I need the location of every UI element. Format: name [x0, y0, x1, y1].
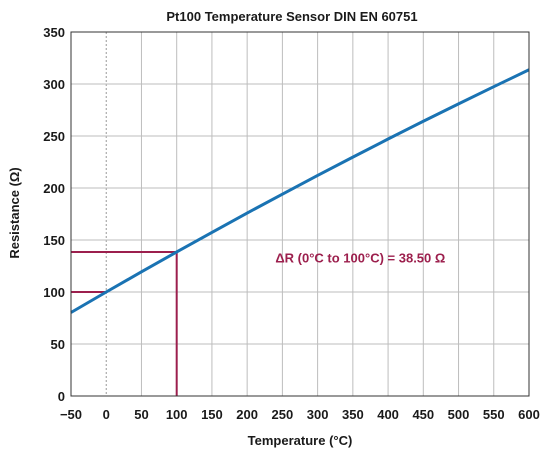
x-tick-label: 450	[412, 407, 434, 422]
x-tick-label: 250	[272, 407, 294, 422]
y-tick-labels: 0 50 100 150 200 250 300 350	[43, 25, 65, 404]
x-tick-labels: −50 0 50 100 150 200 250 300 350 400 450 500 550 600	[60, 407, 540, 422]
x-tick-label: 500	[448, 407, 470, 422]
y-tick-label: 350	[43, 25, 65, 40]
grid	[71, 32, 529, 396]
x-tick-label: 600	[518, 407, 540, 422]
x-tick-label: 400	[377, 407, 399, 422]
x-tick-label: 200	[236, 407, 258, 422]
y-tick-label: 50	[51, 337, 65, 352]
x-tick-label: 0	[103, 407, 110, 422]
reference-markers	[71, 250, 178, 396]
y-tick-label: 250	[43, 129, 65, 144]
chart-title: Pt100 Temperature Sensor DIN EN 60751	[166, 9, 417, 24]
x-tick-label: 350	[342, 407, 364, 422]
x-tick-label: 50	[134, 407, 148, 422]
y-axis-label: Resistance (Ω)	[7, 167, 22, 258]
series-layer	[70, 68, 530, 314]
plot-frame	[70, 31, 530, 397]
x-tick-label: 300	[307, 407, 329, 422]
y-tick-label: 100	[43, 285, 65, 300]
y-tick-label: 0	[58, 389, 65, 404]
x-tick-label: 150	[201, 407, 223, 422]
x-tick-label: 550	[483, 407, 505, 422]
y-tick-label: 200	[43, 181, 65, 196]
series-line-0	[70, 68, 530, 314]
delta-r-annotation: ΔR (0°C to 100°C) = 38.50 Ω	[275, 251, 445, 266]
x-tick-label: 100	[166, 407, 188, 422]
y-tick-label: 300	[43, 77, 65, 92]
y-tick-label: 150	[43, 233, 65, 248]
x-axis-label: Temperature (°C)	[248, 433, 353, 448]
x-tick-label: −50	[60, 407, 82, 422]
